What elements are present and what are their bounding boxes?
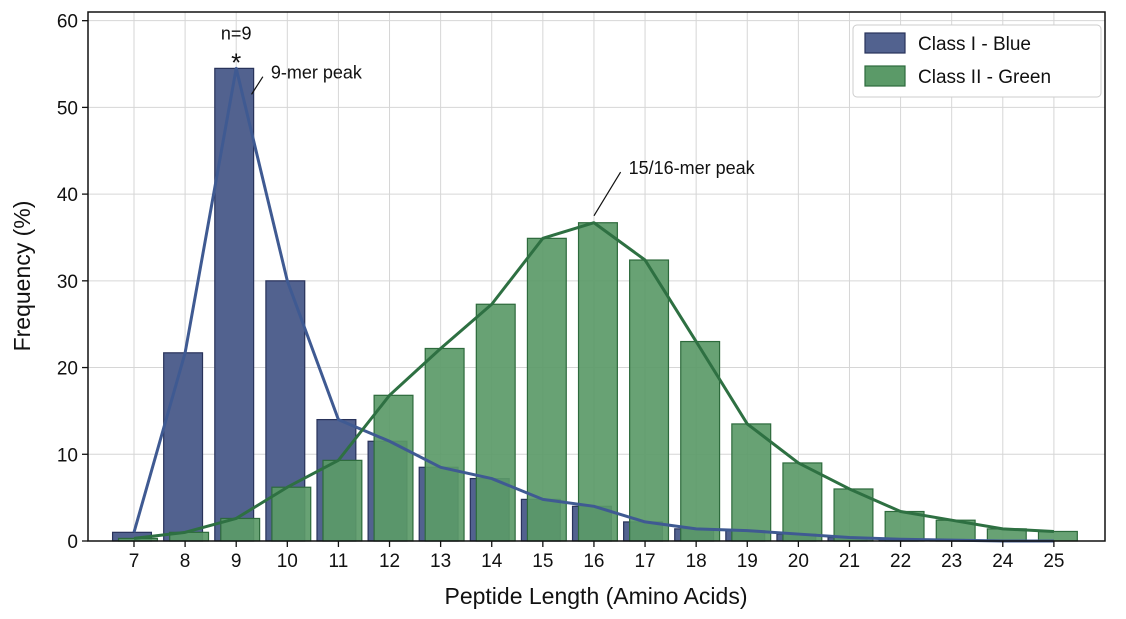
annotation-label: 9-mer peak	[271, 63, 363, 83]
trend-line-class-ii	[133, 221, 1054, 540]
legend-box	[852, 24, 1102, 98]
x-tick-label: 9	[231, 551, 242, 572]
bars	[111, 67, 1078, 542]
y-tick-label: 40	[57, 185, 78, 206]
bar-class-ii	[424, 347, 465, 542]
x-tick-label: 7	[129, 551, 140, 572]
bar-class-ii	[271, 486, 312, 542]
legend-label-class-i: Class I - Blue	[918, 34, 1031, 55]
bar-class-i	[163, 352, 204, 542]
x-tick-label: 16	[583, 551, 604, 572]
annotation-label: n=9	[221, 24, 252, 44]
x-tick-label: 22	[890, 551, 911, 572]
y-axis-label: Frequency (%)	[9, 201, 35, 352]
grid	[88, 12, 1105, 542]
bar-class-ii	[526, 237, 567, 542]
bar-class-ii	[322, 459, 363, 542]
legend-swatch-class-i	[864, 32, 906, 54]
x-tick-label: 23	[941, 551, 962, 572]
bar-class-i	[214, 67, 255, 542]
lines	[132, 66, 1054, 543]
legend-swatch-class-ii	[864, 65, 906, 87]
y-tick-label: 60	[57, 12, 78, 33]
x-tick-label: 14	[481, 551, 503, 572]
x-tick-label: 19	[737, 551, 758, 572]
bar-class-ii	[475, 303, 516, 542]
x-tick-label: 25	[1043, 551, 1064, 572]
x-tick-label: 17	[634, 551, 655, 572]
y-tick-label: 0	[67, 532, 78, 553]
bar-class-ii	[782, 462, 823, 542]
x-tick-label: 10	[277, 551, 298, 572]
legend: Class I - Blue Class II - Green	[852, 24, 1102, 98]
plot-frame	[87, 11, 1106, 542]
x-tick-label: 20	[788, 551, 809, 572]
x-axis-label: Peptide Length (Amino Acids)	[444, 583, 747, 609]
x-tick-label: 21	[839, 551, 860, 572]
annotation-pointer	[251, 76, 264, 95]
bar-class-ii	[577, 222, 618, 542]
y-tick-label: 10	[57, 445, 78, 466]
bar-class-ii	[731, 423, 772, 542]
annotation-pointer	[593, 171, 622, 217]
bar-class-ii	[629, 259, 670, 542]
y-tick-label: 50	[57, 98, 78, 119]
y-tick-label: 20	[57, 359, 78, 380]
x-tick-label: 13	[430, 551, 451, 572]
x-tick-label: 8	[180, 551, 191, 572]
y-ticks: 0 10 20 30 40 50 60	[57, 12, 88, 553]
annotation-label: 15/16-mer peak	[629, 158, 756, 178]
bar-class-ii	[373, 394, 414, 542]
x-tick-label: 18	[686, 551, 707, 572]
significance-asterisk: *	[231, 48, 241, 78]
trend-line-class-i	[132, 66, 1054, 543]
annotations: n=9 * 9-mer peak 15/16-mer peak	[221, 24, 756, 217]
bar-class-ii	[680, 340, 721, 542]
x-tick-label: 12	[379, 551, 400, 572]
x-tick-label: 24	[992, 551, 1014, 572]
y-tick-label: 30	[57, 272, 78, 293]
x-tick-label: 15	[532, 551, 553, 572]
x-tick-label: 11	[329, 551, 349, 572]
x-ticks: 7 8 9 10 11 12 13 14 15 16 17 18 19 20 21 22 23 24 25	[129, 541, 1064, 572]
legend-label-class-ii: Class II - Green	[918, 67, 1051, 88]
